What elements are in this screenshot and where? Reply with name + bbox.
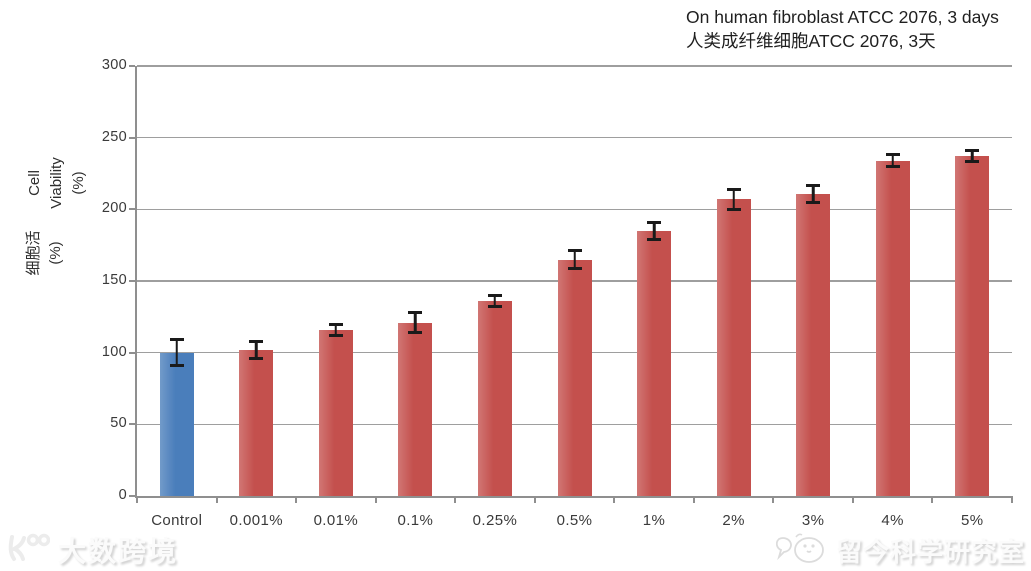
y-tick-label: 300 (101, 57, 127, 73)
x-tick-label: 0.25% (472, 512, 518, 529)
y-tick-label: 0 (118, 487, 127, 503)
y-axis-label-zh: 细胞活 (%) (23, 198, 67, 308)
watermark-dashu-text: 大数跨境 (58, 536, 179, 567)
error-bar (328, 322, 343, 337)
error-bar (965, 149, 980, 164)
x-tick-label: 3% (801, 512, 825, 529)
x-tick-label: 5% (960, 512, 984, 529)
x-axis-tick (295, 496, 298, 503)
y-axis-tick (129, 65, 135, 67)
gridline (137, 208, 1012, 211)
bar-0001 (239, 349, 274, 496)
error-bar (567, 249, 582, 270)
x-axis-tick (851, 496, 854, 503)
x-axis-tick (772, 496, 775, 503)
error-bar (487, 293, 502, 309)
bar-2 (716, 199, 751, 496)
watermark-dashu: 大数跨境 (6, 530, 178, 570)
error-bar (408, 311, 423, 335)
x-axis-tick (454, 496, 457, 503)
bar-Control (159, 352, 194, 496)
x-axis-tick (692, 496, 695, 503)
bar-05 (557, 259, 592, 496)
y-axis-label-line: 细胞活 (25, 230, 42, 276)
error-bar (726, 187, 741, 211)
x-tick-label: 0.5% (556, 512, 593, 529)
error-bar (249, 339, 264, 360)
bar-3 (796, 193, 831, 496)
y-tick-label: 150 (101, 272, 127, 288)
x-tick-label: 1% (642, 512, 666, 529)
chart-title-zh: 人类成纤维细胞ATCC 2076, 3天 (686, 31, 936, 51)
y-tick-label: 250 (101, 128, 127, 145)
bar-5 (955, 156, 990, 496)
y-axis-tick (129, 423, 135, 426)
x-tick-label: Control (151, 512, 203, 529)
x-tick-label: 0.01% (313, 512, 359, 529)
watermark-liujin: 留今科学研究室 (775, 531, 1025, 570)
error-bar (885, 153, 900, 168)
watermark-liujin-text: 留今科学研究室 (835, 537, 1025, 567)
x-tick-label: 4% (881, 512, 904, 529)
x-tick-label: 2% (722, 512, 745, 529)
error-bar (647, 220, 662, 241)
y-axis-label-line: (%) (47, 241, 64, 265)
gridline (137, 65, 1012, 67)
y-tick-label: 100 (101, 343, 127, 360)
error-bar (169, 338, 184, 367)
x-tick-label: 0.1% (397, 512, 434, 529)
y-tick-label: 50 (110, 415, 127, 432)
bar-01 (398, 322, 433, 496)
plot-area: 0 50 100 150 200 250 300 Control 0.001% 0.01% 0.1%… (102, 57, 1013, 529)
chart-title: On human fibroblast ATCC 2076, 3 days 人类… (686, 5, 999, 53)
x-axis-tick (374, 496, 377, 503)
x-axis-tick (931, 496, 934, 503)
dashu-logo-icon (6, 533, 51, 568)
error-bar (806, 183, 821, 204)
x-axis-tick (1011, 496, 1013, 503)
y-axis-tick (129, 280, 135, 282)
bar-4 (875, 160, 910, 496)
y-axis-tick (129, 208, 135, 211)
x-axis-tick (533, 496, 536, 503)
y-axis-tick (129, 351, 135, 354)
gridline (137, 136, 1012, 139)
x-axis-tick (613, 496, 616, 503)
x-tick-label: 0.001% (229, 512, 283, 529)
x-axis-tick (215, 496, 218, 503)
liujin-chick-logo-icon (775, 531, 828, 570)
y-tick-label: 200 (101, 200, 127, 217)
bar-025 (477, 301, 512, 496)
chart-title-en: On human fibroblast ATCC 2076, 3 days (686, 7, 999, 27)
bar-001 (318, 329, 353, 496)
x-axis-tick (136, 496, 138, 503)
bar-1 (637, 230, 672, 496)
y-axis-tick (129, 136, 135, 139)
y-axis-tick (129, 495, 135, 497)
